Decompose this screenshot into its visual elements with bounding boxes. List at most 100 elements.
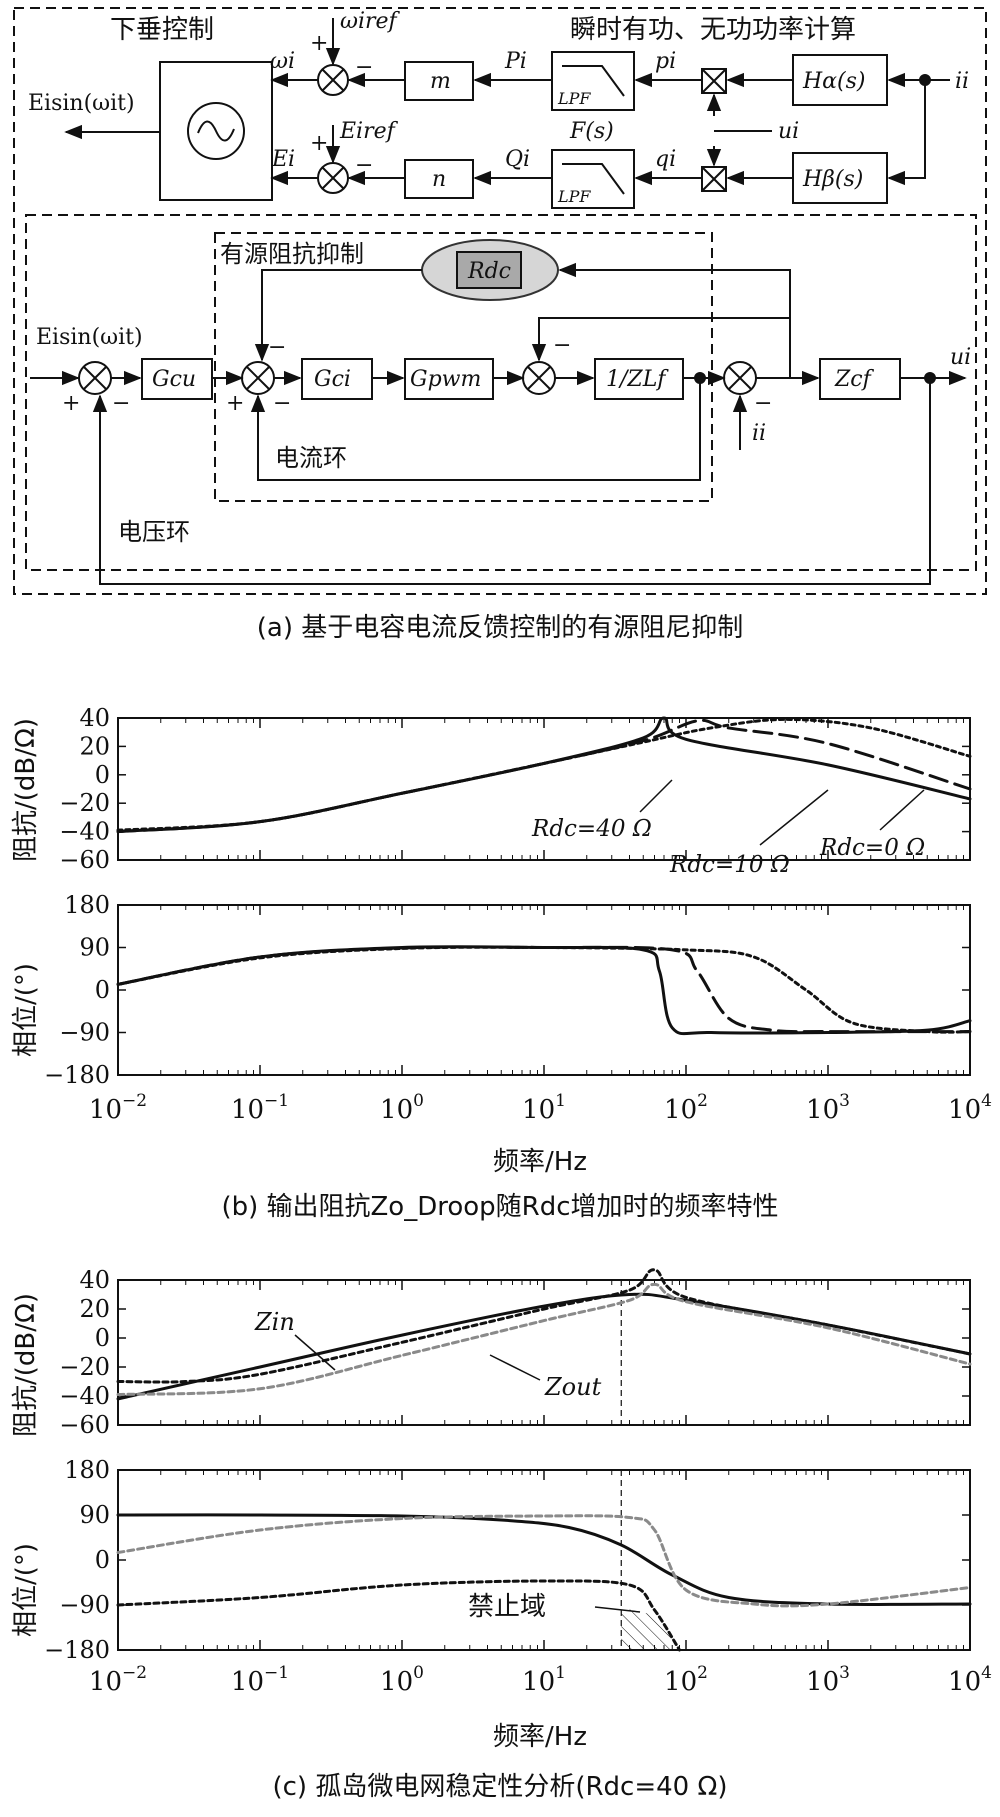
y-tick-label: 0 bbox=[95, 1324, 110, 1352]
y-tick-label: 90 bbox=[79, 934, 110, 962]
rdc-block bbox=[456, 251, 522, 289]
series-line-b-magnitude-1 bbox=[116, 718, 972, 834]
y-tick-label: 20 bbox=[79, 732, 110, 760]
sign-minus: − bbox=[273, 391, 291, 416]
sine-generator-icon bbox=[187, 102, 245, 160]
chart-c-label-zin: Zin bbox=[254, 1308, 295, 1336]
y-tick-label: −90 bbox=[59, 1591, 110, 1619]
sign-minus: − bbox=[268, 335, 286, 360]
signal-P-i: Pi bbox=[504, 49, 527, 74]
x-tick-label: 102 bbox=[664, 1663, 708, 1697]
signal-omega-iref: ωiref bbox=[340, 9, 401, 34]
sign-plus: + bbox=[310, 31, 328, 56]
chart-c-label-zout: Zout bbox=[544, 1373, 602, 1401]
block-label-gci: Gci bbox=[314, 367, 351, 392]
y-tick-label: −60 bbox=[59, 846, 110, 874]
signal-u-i-right: ui bbox=[950, 345, 971, 370]
chart-b-xlabel: 频率/Hz bbox=[493, 1147, 587, 1177]
x-tick-label: 100 bbox=[380, 1663, 424, 1697]
y-tick-label: −60 bbox=[59, 1411, 110, 1439]
series-line-c-phase-1 bbox=[116, 1514, 972, 1608]
block-label-lpf-bottom: LPF bbox=[557, 187, 591, 206]
signal-E-i: Ei bbox=[271, 147, 295, 172]
y-tick-label: 40 bbox=[79, 1266, 110, 1294]
block-label-n: n bbox=[432, 167, 446, 192]
x-tick-label: 10−1 bbox=[231, 1663, 289, 1697]
control-block-diagram bbox=[13, 7, 987, 595]
series-line-c-magnitude-2 bbox=[116, 1282, 972, 1397]
chart-c-ylabel-phase: 相位/(°) bbox=[11, 1543, 41, 1637]
block-label-gpwm: Gpwm bbox=[410, 367, 481, 392]
x-tick-label: 103 bbox=[806, 1663, 850, 1697]
chart-b-ylabel-mag: 阻抗/(dB/Ω) bbox=[11, 718, 41, 862]
y-tick-label: −20 bbox=[59, 1353, 110, 1381]
x-tick-label: 10−2 bbox=[89, 1663, 147, 1697]
label-active-damping: 有源阻抗抑制 bbox=[220, 240, 364, 268]
series-line-b-magnitude-0 bbox=[116, 716, 972, 834]
block-label-gcu: Gcu bbox=[152, 367, 196, 392]
signal-E-iref: Eiref bbox=[339, 119, 399, 144]
block-label-zlf: 1/ZLf bbox=[606, 367, 669, 392]
signal-in-sine: Eisin(ωit) bbox=[36, 325, 143, 350]
chart-b-annot-rdc10: Rdc=10 Ω bbox=[669, 852, 790, 878]
signal-i-i-bottom: ii bbox=[752, 421, 766, 446]
label-voltage-loop: 电压环 bbox=[118, 518, 190, 546]
series-line-c-magnitude-1 bbox=[116, 1268, 972, 1384]
x-tick-label: 10−1 bbox=[231, 1091, 289, 1125]
caption-c: (c) 孤岛微电网稳定性分析(Rdc=40 Ω) bbox=[272, 1772, 727, 1802]
signal-i-i-top: ii bbox=[955, 69, 969, 94]
forbidden-region-hatch bbox=[621, 1607, 680, 1650]
sign-plus: + bbox=[226, 391, 244, 416]
chart-b-curves bbox=[116, 716, 972, 1036]
y-tick-label: 40 bbox=[79, 704, 110, 732]
y-tick-label: −180 bbox=[44, 1636, 110, 1664]
x-tick-label: 103 bbox=[806, 1091, 850, 1125]
chart-c-ylabel-mag: 阻抗/(dB/Ω) bbox=[11, 1293, 41, 1437]
sign-minus: − bbox=[553, 333, 571, 358]
sign-plus: + bbox=[62, 391, 80, 416]
block-label-m: m bbox=[430, 69, 451, 94]
chart-b-ylabel-phase: 相位/(°) bbox=[11, 963, 41, 1057]
y-tick-label: 0 bbox=[95, 761, 110, 789]
x-tick-label: 100 bbox=[380, 1091, 424, 1125]
block-label-h-beta: Hβ(s) bbox=[802, 167, 863, 192]
y-tick-label: −90 bbox=[59, 1019, 110, 1047]
y-tick-label: 180 bbox=[64, 1456, 110, 1484]
voltage-loop-frame bbox=[25, 214, 977, 571]
x-tick-label: 102 bbox=[664, 1091, 708, 1125]
y-tick-label: −40 bbox=[59, 818, 110, 846]
active-damping-frame bbox=[214, 232, 713, 502]
signal-u-i-top: ui bbox=[778, 119, 799, 144]
y-tick-label: 90 bbox=[79, 1501, 110, 1529]
label-current-loop: 电流环 bbox=[275, 444, 347, 472]
signal-p-i: pi bbox=[655, 49, 676, 74]
signal-out-sine: Eisin(ωit) bbox=[28, 91, 135, 116]
y-tick-label: −40 bbox=[59, 1382, 110, 1410]
x-tick-label: 101 bbox=[522, 1091, 566, 1125]
block-label-rdc: Rdc bbox=[467, 259, 511, 284]
caption-a: (a) 基于电容电流反馈控制的有源阻尼抑制 bbox=[257, 613, 744, 643]
chart-c-curves bbox=[116, 1268, 972, 1652]
x-tick-label: 10−2 bbox=[89, 1091, 147, 1125]
sign-minus: − bbox=[355, 153, 373, 178]
y-tick-label: 0 bbox=[95, 1546, 110, 1574]
y-tick-label: −180 bbox=[44, 1061, 110, 1089]
series-line-b-phase-2 bbox=[116, 945, 972, 1034]
x-tick-label: 101 bbox=[522, 1663, 566, 1697]
chart-b-annot-rdc0: Rdc=0 Ω bbox=[819, 835, 925, 861]
sine-wave-icon bbox=[197, 120, 235, 142]
y-tick-label: 0 bbox=[95, 976, 110, 1004]
chart-c-leader-lines bbox=[294, 1334, 641, 1613]
chart-b-annot-rdc40: Rdc=40 Ω bbox=[531, 816, 652, 842]
series-line-b-magnitude-2 bbox=[116, 717, 972, 832]
caption-b: (b) 输出阻抗Zo_Droop随Rdc增加时的频率特性 bbox=[221, 1192, 778, 1222]
sign-plus: + bbox=[310, 131, 328, 156]
chart-c-forbidden-region bbox=[621, 1607, 680, 1650]
signal-omega-i: ωi bbox=[270, 49, 295, 74]
chart-c-xlabel: 频率/Hz bbox=[493, 1722, 587, 1752]
